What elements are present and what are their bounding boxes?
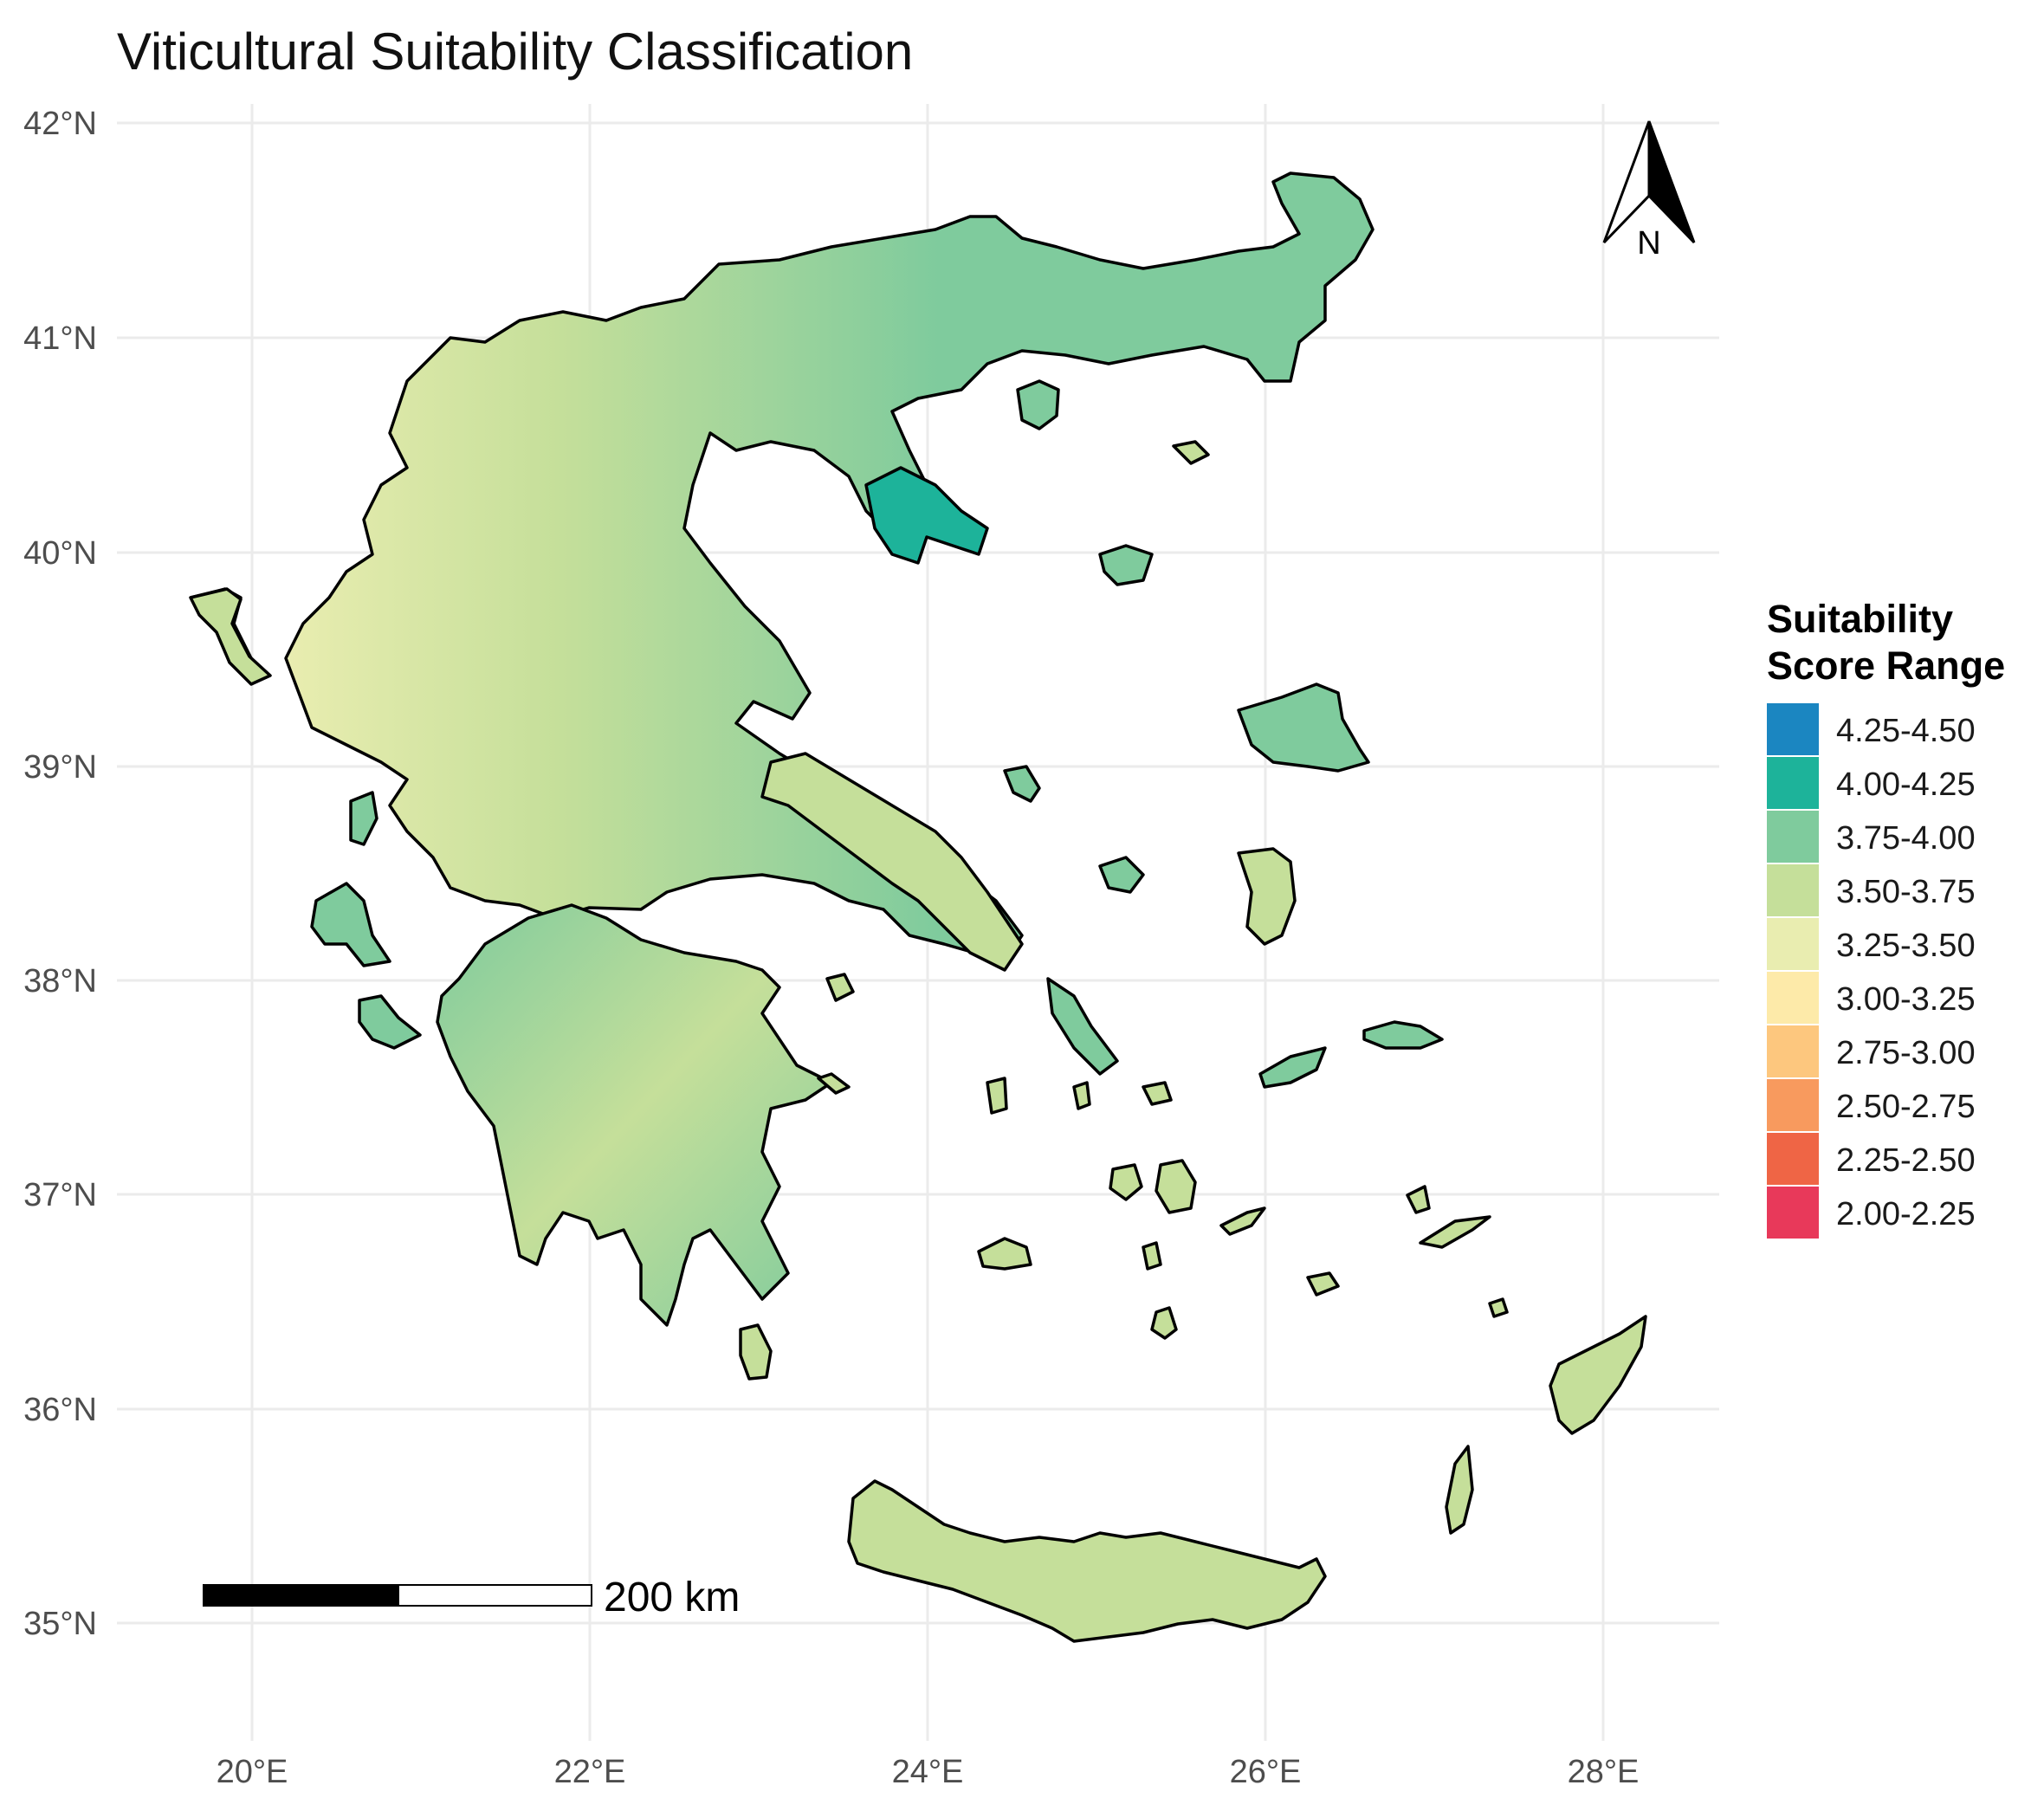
scale-bar-white-segment [398,1584,592,1607]
astypalea [1306,1271,1340,1297]
legend-label: 2.25-2.50 [1836,1142,1976,1179]
landmass [189,171,1647,1643]
lat-tick-label: 36°N [23,1392,97,1428]
samothrace [1172,440,1210,465]
north-arrow-label: N [1637,225,1660,262]
euboea [760,752,1024,972]
lesbos [1237,682,1370,773]
legend-swatch [1767,757,1819,809]
legend-label: 4.25-4.50 [1836,713,1976,749]
chalkidiki [864,466,989,565]
lon-tick-label: 20°E [217,1754,288,1790]
scale-bar-label: 200 km [604,1575,740,1620]
kythera [739,1323,773,1381]
corfu [189,587,272,686]
kalymnos [1406,1185,1431,1214]
karpathos [1445,1445,1474,1535]
mainland [284,171,1375,963]
legend-swatch [1767,972,1819,1024]
zakynthos [358,994,422,1050]
ikaria [1362,1020,1444,1050]
legend-swatch [1767,811,1819,863]
legend-swatch [1767,864,1819,916]
legend-title-line2: Score Range [1767,644,2005,688]
thasos [1016,379,1060,430]
legend-title-line1: Suitability [1767,597,1953,641]
andros [1046,977,1119,1076]
amorgos [1219,1206,1266,1236]
legend-label: 3.25-3.50 [1836,928,1976,964]
syros [1072,1081,1091,1110]
legend-swatch [1767,918,1819,970]
north-arrow-icon: N [1602,120,1696,262]
paros [1109,1163,1143,1201]
peloponnese [436,903,833,1327]
legend-label: 3.00-3.25 [1836,981,1976,1018]
legend-swatch [1767,1025,1819,1077]
legend-swatch [1767,703,1819,755]
legend-swatch [1767,1079,1819,1131]
lat-tick-label: 39°N [23,749,97,786]
kos [1419,1215,1491,1249]
tinos [1142,1081,1173,1106]
lon-tick-label: 26°E [1230,1754,1302,1790]
legend-label: 3.75-4.00 [1836,820,1976,857]
skyros [1098,856,1145,894]
skiathos-group [1003,765,1041,803]
lon-tick-label: 22°E [554,1754,626,1790]
lat-tick-label: 38°N [23,963,97,999]
legend-label: 2.00-2.25 [1836,1196,1976,1232]
samos [1258,1046,1327,1089]
lefkada [349,791,378,846]
map-title: Viticultural Suitability Classification [117,23,913,81]
crete [847,1479,1327,1643]
legend-swatch [1767,1187,1819,1239]
lemnos [1098,544,1154,586]
lon-tick-label: 24°E [892,1754,964,1790]
lat-tick-label: 40°N [23,535,97,572]
legend-items: 4.25-4.50 4.00-4.25 3.75-4.00 3.50-3.75 3.25… [1767,703,1976,1239]
rhodes [1549,1315,1647,1435]
chios [1237,847,1297,946]
kea [986,1077,1008,1115]
lat-tick-label: 35°N [23,1606,97,1642]
santorini [1150,1306,1178,1340]
tilos [1488,1297,1509,1318]
legend-label: 2.75-3.00 [1836,1035,1976,1071]
scale-bar-black-segment [203,1584,399,1607]
legend-label: 2.50-2.75 [1836,1089,1976,1125]
lon-axis: 20°E 22°E 24°E 26°E 28°E [217,1754,1640,1790]
aegina [825,973,855,1002]
legend-swatch [1767,1133,1819,1185]
naxos [1155,1159,1197,1214]
lat-tick-label: 42°N [23,106,97,142]
hydra [817,1072,851,1095]
lat-tick-label: 41°N [23,320,97,357]
lon-tick-label: 28°E [1568,1754,1640,1790]
ios [1142,1241,1162,1271]
legend-label: 4.00-4.25 [1836,766,1976,803]
scale-bar: 200 km [203,1575,740,1620]
lat-tick-label: 37°N [23,1177,97,1213]
lat-axis: 42°N 41°N 40°N 39°N 38°N 37°N 36°N 35°N [23,106,97,1642]
milos [977,1237,1032,1271]
legend-label: 3.50-3.75 [1836,874,1976,910]
legend: Suitability Score Range 4.25-4.50 4.00-4.… [1767,597,2005,1239]
kefalonia [310,882,391,967]
